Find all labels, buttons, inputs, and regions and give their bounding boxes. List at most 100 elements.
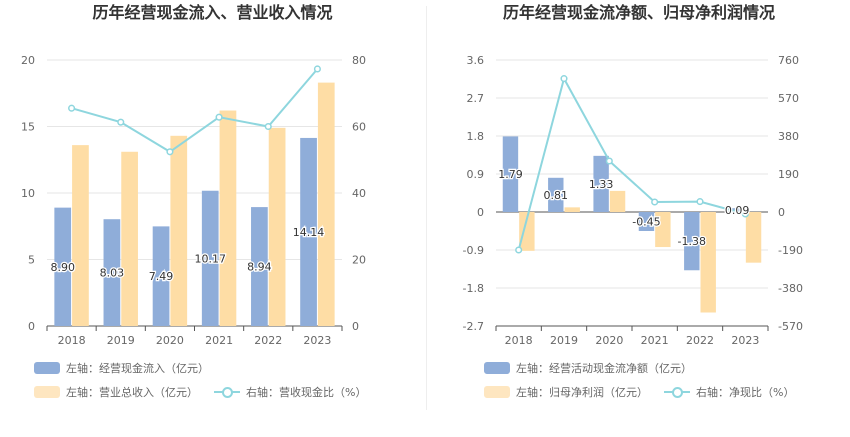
bar-data-label: 0.81	[544, 189, 569, 202]
bar-primary	[502, 136, 519, 212]
bar-data-label: 7.49	[149, 270, 174, 283]
bar-primary	[729, 208, 745, 212]
ratio-point	[313, 65, 321, 73]
right-axis-tick-label: 190	[778, 168, 799, 181]
left-chart-title: 历年经营现金流入、营业收入情况	[92, 3, 333, 22]
legend-item-revenue[interactable]: 左轴：营业总收入（亿元）	[34, 384, 198, 400]
bar-secondary	[700, 212, 716, 313]
ratio-point	[215, 113, 223, 121]
right-axis-tick-label: -380	[778, 282, 803, 295]
left-axis-tick-label: -1.8	[463, 282, 484, 295]
right-axis-tick-label: 20	[352, 254, 366, 267]
right-axis-tick-label: 60	[352, 121, 366, 134]
right-axis-tick-label: 570	[778, 92, 799, 105]
bar-primary	[548, 177, 564, 212]
left-axis-tick-label: 5	[28, 254, 35, 267]
bar-secondary	[609, 190, 626, 212]
legend-item-ratio[interactable]: 右轴：营收现金比（%）	[214, 384, 366, 400]
bar-data-label: 1.33	[589, 178, 614, 191]
left-axis-tick-label: 2.7	[467, 92, 485, 105]
x-axis-tick-label: 2023	[303, 334, 331, 347]
bar-primary	[103, 219, 121, 326]
right-chart-plot: 3.6 2.7 1.8 0.9 0 -0.9 -1.8 -2.7 760 570 380 190 0 -1…	[463, 54, 803, 347]
left-axis-tick-label: 15	[21, 121, 35, 134]
right-axis-tick-label: 760	[778, 54, 799, 67]
x-axis-tick-label: 2018	[58, 334, 86, 347]
ratio-point	[560, 75, 568, 83]
bar-data-label: 10.17	[194, 252, 226, 265]
legend-label: 左轴：归母净利润（亿元）	[516, 386, 648, 399]
right-axis-tick-label: 0	[778, 206, 785, 219]
bar-primary	[54, 207, 72, 326]
x-axis-tick-label: 2021	[205, 334, 233, 347]
left-axis-tick-label: 1.8	[467, 130, 485, 143]
left-chart-plot: 0 5 10 15 20 0 20 40 60 80 2018 2019 2020 2021 2022 202…	[21, 54, 366, 347]
bar-secondary	[121, 151, 138, 326]
bar-primary	[300, 137, 317, 326]
right-chart-panel: 历年经营现金流净额、归母净利润情况 3.6 2.7 1.8 0.9 0 -0.9 -1.8 -…	[428, 0, 850, 437]
legend-swatch-orange	[484, 386, 510, 398]
right-legend-row-1: 左轴：经营活动现金流净额（亿元）	[484, 360, 708, 376]
ratio-point	[605, 157, 613, 165]
left-axis-tick-label: -2.7	[463, 320, 484, 333]
bar-secondary	[564, 207, 580, 212]
bar-data-label: 14.14	[293, 226, 325, 239]
legend-label: 右轴：净现比（%）	[696, 386, 795, 399]
x-axis-tick-label: 2019	[550, 334, 578, 347]
bar-primary	[152, 226, 170, 326]
ratio-line	[517, 75, 746, 251]
bar-data-label: -0.45	[632, 216, 660, 229]
x-axis-tick-label: 2022	[686, 334, 714, 347]
legend-item-net-profit[interactable]: 左轴：归母净利润（亿元）	[484, 384, 648, 400]
left-chart-panel: 历年经营现金流入、营业收入情况 0 5 10 15 20 0 20 40 60 80 2018 201…	[21, 3, 366, 400]
ratio-point	[515, 246, 523, 254]
left-axis-tick-label: -0.9	[463, 244, 484, 257]
right-axis-tick-label: 380	[778, 130, 799, 143]
x-axis-tick-label: 2021	[641, 334, 669, 347]
left-axis-tick-label: 0	[477, 206, 484, 219]
right-axis-tick-label: 40	[352, 187, 366, 200]
left-axis-tick-label: 3.6	[467, 54, 485, 67]
bar-primary	[593, 155, 609, 212]
legend-label: 左轴：经营活动现金流净额（亿元）	[516, 362, 692, 375]
left-legend-row-1: 左轴：经营现金流入（亿元）	[34, 360, 225, 376]
x-axis-tick-label: 2022	[254, 334, 282, 347]
right-axis-tick-label: 80	[352, 54, 366, 67]
bar-primary	[684, 212, 700, 271]
legend-swatch-blue	[484, 362, 510, 374]
bar-data-label: 8.03	[100, 267, 125, 280]
x-axis-tick-label: 2019	[107, 334, 135, 347]
bar-primary	[251, 207, 268, 326]
legend-swatch-blue	[34, 362, 60, 374]
right-axis-tick-label: -190	[778, 244, 803, 257]
legend-item-cash-inflow[interactable]: 左轴：经营现金流入（亿元）	[34, 360, 209, 376]
bar-data-label: 8.90	[50, 261, 75, 274]
ratio-point	[166, 148, 174, 156]
right-chart-title: 历年经营现金流净额、归母净利润情况	[502, 3, 775, 22]
legend-label: 左轴：营业总收入（亿元）	[66, 386, 198, 399]
legend-swatch-line	[664, 386, 690, 398]
x-axis-tick-label: 2020	[595, 334, 623, 347]
legend-label: 右轴：营收现金比（%）	[246, 386, 367, 399]
ratio-point	[117, 118, 125, 126]
ratio-point	[696, 198, 704, 206]
bar-data-label: 1.79	[498, 168, 523, 181]
right-axis-tick-label: -570	[778, 320, 803, 333]
bar-secondary	[268, 127, 286, 326]
bar-secondary	[170, 135, 188, 326]
legend-item-net-cash[interactable]: 左轴：经营活动现金流净额（亿元）	[484, 360, 692, 376]
ratio-point	[68, 104, 76, 112]
legend-item-cash-ratio[interactable]: 右轴：净现比（%）	[664, 384, 794, 400]
left-axis-tick-label: 20	[21, 54, 35, 67]
bar-secondary	[745, 212, 762, 263]
bar-primary	[201, 190, 219, 326]
bar-secondary	[72, 145, 89, 326]
ratio-point	[264, 122, 272, 131]
panel-divider	[426, 6, 427, 410]
x-axis-tick-label: 2023	[731, 334, 759, 347]
ratio-point	[741, 210, 749, 218]
left-axis-tick-label: 0.9	[467, 168, 485, 181]
ratio-line	[71, 68, 319, 153]
left-axis-tick-label: 0	[28, 320, 35, 333]
bar-secondary	[655, 212, 671, 248]
